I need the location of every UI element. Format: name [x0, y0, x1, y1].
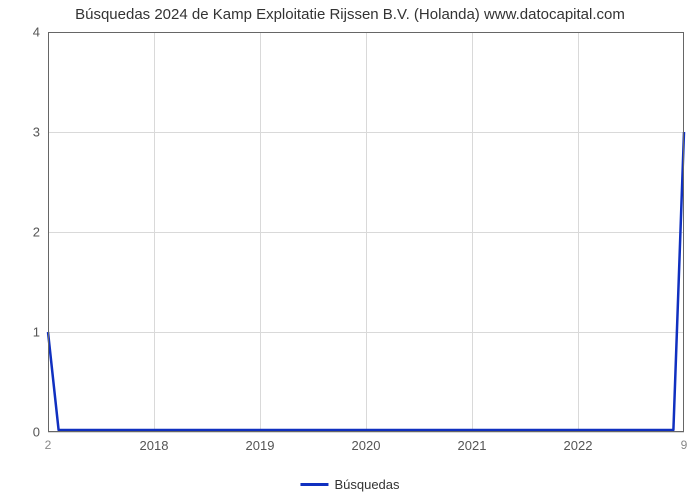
- legend-swatch: [300, 483, 328, 486]
- y-tick-label: 4: [33, 25, 48, 40]
- grid-line-vertical: [472, 32, 473, 432]
- x-tick-label: 2020: [352, 432, 381, 453]
- grid-line-vertical: [366, 32, 367, 432]
- grid-line-vertical: [578, 32, 579, 432]
- legend-label: Búsquedas: [334, 477, 399, 492]
- x-tick-label: 2021: [458, 432, 487, 453]
- x-secondary-end-label: 9: [681, 432, 688, 452]
- x-tick-label: 2018: [140, 432, 169, 453]
- legend: Búsquedas: [300, 477, 399, 492]
- y-tick-label: 3: [33, 125, 48, 140]
- chart-title: Búsquedas 2024 de Kamp Exploitatie Rijss…: [0, 6, 700, 23]
- x-tick-label: 2022: [564, 432, 593, 453]
- y-tick-label: 1: [33, 325, 48, 340]
- grid-line-vertical: [154, 32, 155, 432]
- grid-line-vertical: [260, 32, 261, 432]
- plot-area: 01234 2018201920202021202229: [48, 32, 684, 432]
- x-tick-label: 2019: [246, 432, 275, 453]
- x-secondary-end-label: 2: [45, 432, 52, 452]
- chart-container: Búsquedas 2024 de Kamp Exploitatie Rijss…: [0, 0, 700, 500]
- y-tick-label: 2: [33, 225, 48, 240]
